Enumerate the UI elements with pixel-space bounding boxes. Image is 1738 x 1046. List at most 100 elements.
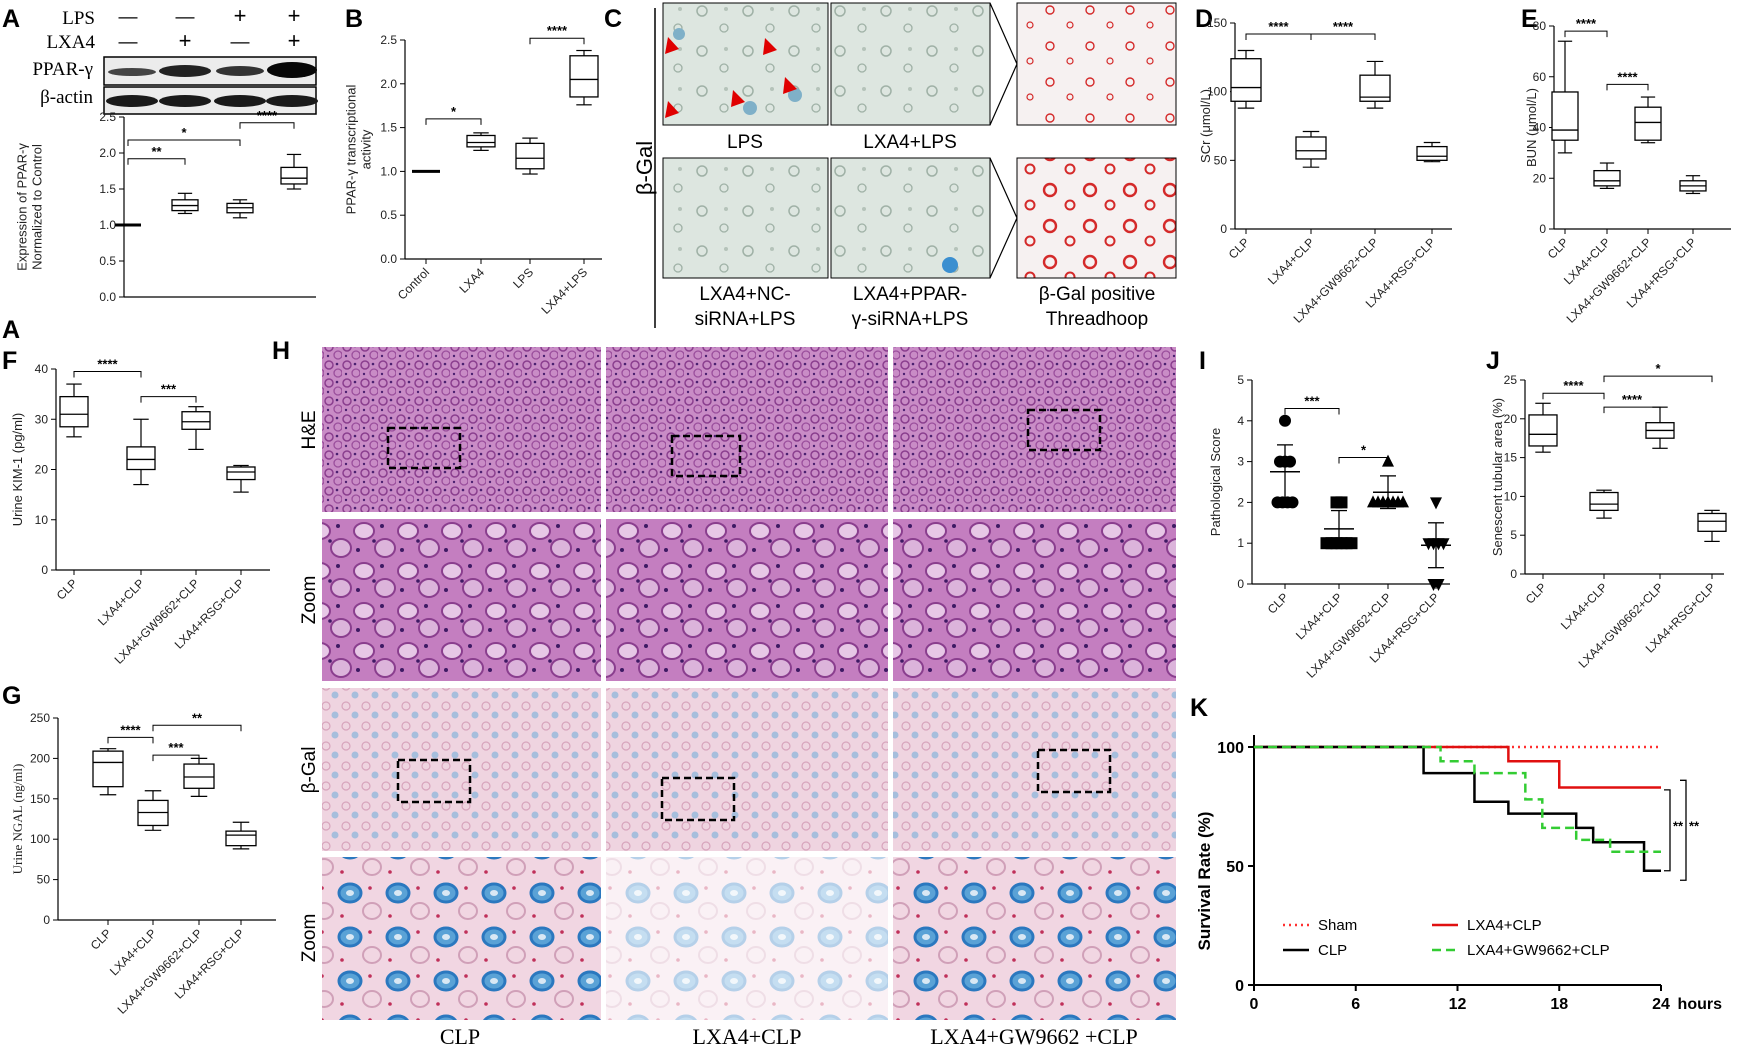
blot-actin-band-4 bbox=[266, 95, 318, 107]
box-2 bbox=[1634, 96, 1662, 144]
h-col-label-clp: CLP bbox=[440, 1024, 480, 1046]
significance-bracket bbox=[1338, 457, 1389, 464]
panel-letter-d: D bbox=[1195, 5, 1213, 33]
legend-label: LXA4+CLP bbox=[1467, 917, 1542, 934]
zoom-connector-lower bbox=[989, 157, 1018, 279]
bgal-cell bbox=[942, 257, 958, 273]
y-tick-label: 10 bbox=[35, 513, 49, 527]
y-tick-label: 0 bbox=[43, 913, 50, 927]
bgal-image-clp bbox=[322, 688, 601, 851]
h-row-label-bgal: β-Gal bbox=[299, 747, 320, 794]
y-tick-label: 0 bbox=[41, 563, 48, 577]
box-body bbox=[1295, 136, 1327, 160]
significance-label: *** bbox=[168, 740, 184, 755]
box-0 bbox=[1528, 402, 1558, 453]
box-2 bbox=[183, 757, 215, 797]
panel-a-chart: A 0.0 0.5 1.0 1.5 2.0 2.5 Expression of PPAR-γ N… bbox=[2, 108, 316, 344]
x-tick-label: CLP bbox=[88, 926, 114, 952]
h-row-label-he: H&E bbox=[299, 410, 320, 449]
x-tick-label: 6 bbox=[1351, 996, 1360, 1013]
y-tick-label: 2 bbox=[1237, 495, 1244, 509]
y-tick-label: 2.5 bbox=[380, 33, 397, 47]
y-tick-label: 50 bbox=[1214, 153, 1228, 167]
significance-label: *** bbox=[1304, 394, 1320, 409]
x-tick-label: 18 bbox=[1550, 996, 1568, 1013]
box-body bbox=[1230, 58, 1262, 102]
y-axis-label: Normalized to Control bbox=[30, 144, 45, 270]
box-body bbox=[1697, 512, 1727, 532]
x-tick-label: LXA4 bbox=[456, 265, 487, 296]
legend-item: LXA4+CLP bbox=[1432, 917, 1542, 934]
box-body bbox=[1528, 414, 1558, 447]
box-2 bbox=[1645, 406, 1675, 449]
y-tick-label: 30 bbox=[35, 412, 49, 426]
box-body bbox=[126, 446, 156, 471]
box-2 bbox=[515, 137, 545, 175]
legend-item: LXA4+GW9662+CLP bbox=[1432, 942, 1610, 959]
x-tick-label: LXA4+CLP bbox=[1558, 580, 1610, 632]
scatter-point bbox=[1430, 497, 1442, 510]
he-image-lxa4 bbox=[606, 347, 888, 512]
x-tick-label: LPS bbox=[510, 265, 536, 291]
significance-bracket bbox=[140, 396, 197, 403]
panel-letter-e: E bbox=[1521, 5, 1538, 33]
box-body bbox=[225, 830, 257, 847]
box-body bbox=[569, 55, 599, 98]
box-3 bbox=[1679, 175, 1707, 195]
significance-label: **** bbox=[547, 23, 568, 38]
significance-bracket bbox=[1284, 408, 1340, 415]
panel-a-blot: A LPS LXA4 — — + + — + — + PPAR-γ β-acti… bbox=[2, 3, 318, 115]
y-tick-label: 0.5 bbox=[380, 208, 397, 222]
significance-label: **** bbox=[1576, 16, 1597, 31]
caption-positive-line2: Threadhoop bbox=[1046, 309, 1148, 330]
box-body bbox=[226, 466, 256, 481]
significance-label: **** bbox=[1268, 19, 1289, 34]
y-tick-label: 250 bbox=[30, 711, 50, 725]
y-tick-label: 15 bbox=[1504, 451, 1518, 465]
panel-f-chart: F 0 10 20 30 40 Urine KIM-1 (pg/ml) CLP LXA4+CLP… bbox=[2, 347, 270, 667]
scatter-point bbox=[1397, 495, 1409, 508]
box-0 bbox=[59, 383, 89, 438]
scatter-point bbox=[1284, 455, 1296, 468]
y-axis-label: Survival Rate (%) bbox=[1195, 812, 1214, 951]
legend-label: CLP bbox=[1318, 942, 1347, 959]
y-axis-label: PPAR-γ transcriptional bbox=[344, 84, 359, 214]
y-axis-label: Urine KIM-1 (pg/ml) bbox=[10, 413, 25, 526]
box-0 bbox=[1230, 49, 1262, 109]
y-tick-label: 0 bbox=[1539, 222, 1546, 236]
caption-ppar-sirna-line2: γ-siRNA+LPS bbox=[852, 309, 969, 330]
blot-band-actin-label: β-actin bbox=[40, 87, 93, 108]
box-1 bbox=[466, 132, 496, 151]
legend-label: LXA4+GW9662+CLP bbox=[1467, 942, 1610, 959]
box-3 bbox=[280, 153, 308, 190]
box-2 bbox=[226, 199, 254, 219]
panel-letter-f: F bbox=[2, 347, 17, 375]
x-tick-label: 24 bbox=[1652, 996, 1670, 1013]
box-body bbox=[1593, 169, 1621, 187]
x-tick-label: LXA4+CLP bbox=[1265, 235, 1317, 287]
he-zoom-lxa4 bbox=[606, 519, 888, 681]
y-tick-label: 0.5 bbox=[99, 254, 116, 268]
box-body bbox=[1551, 91, 1579, 141]
x-tick-label: CLP bbox=[1545, 235, 1571, 261]
zoom-connector-upper bbox=[989, 2, 1018, 126]
legend-item: CLP bbox=[1283, 942, 1347, 959]
blot-lps-lane-4: + bbox=[288, 3, 301, 28]
y-tick-label: 5 bbox=[1237, 373, 1244, 387]
y-tick-label: 2.0 bbox=[99, 146, 116, 160]
box-body bbox=[181, 411, 211, 430]
y-axis-label: BUN (μmol/L) bbox=[1524, 88, 1539, 167]
y-tick-label: 150 bbox=[30, 792, 50, 806]
box-1 bbox=[126, 418, 156, 486]
zoom-box bbox=[670, 434, 742, 478]
bgal-zoom-gw bbox=[893, 857, 1176, 1020]
x-tick-label: LXA4+CLP bbox=[95, 576, 147, 628]
box-body bbox=[59, 395, 89, 428]
panel-k-chart: K 0 50 100 0 6 12 18 24 hours Survival Rate (%) ** *… bbox=[1190, 694, 1722, 1013]
arrowhead-icon bbox=[731, 90, 745, 107]
blot-lxa4-lane-1: — bbox=[119, 32, 138, 53]
zoom-box bbox=[386, 426, 462, 470]
panel-c-row-label: β-Gal bbox=[632, 141, 657, 195]
